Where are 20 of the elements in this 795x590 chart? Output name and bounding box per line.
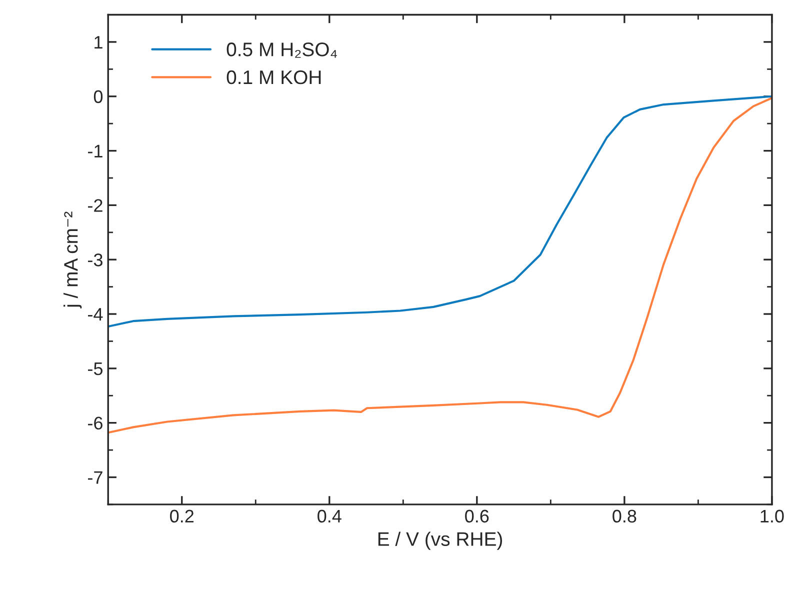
y-tick-label: -1 [88,144,102,158]
x-tick-label: 0.4 [318,510,342,523]
y-tick-label: -7 [88,471,102,484]
legend-label: 0.5 M H₂SO₄ [226,42,337,58]
y-tick-label: -5 [88,362,103,376]
y-tick-label: -2 [88,199,102,212]
x-axis-title: E / V (vs RHE) [378,532,502,550]
legend-label: 0.1 M KOH [226,70,321,84]
y-tick-label: -3 [88,254,102,266]
x-tick-label: 0.2 [170,510,194,523]
x-tick-label: 0.8 [612,510,636,523]
y-tick-label: -4 [88,308,103,321]
y-tick-label: 0 [94,90,103,104]
x-tick-label: 1.0 [760,510,784,523]
y-axis-title: j / mA cm⁻² [64,212,82,308]
line-series [108,96,772,434]
line-series [108,95,772,328]
y-tick-label: 1 [94,36,102,48]
y-tick-label: -6 [88,416,102,430]
x-tick-label: 0.6 [465,510,489,523]
